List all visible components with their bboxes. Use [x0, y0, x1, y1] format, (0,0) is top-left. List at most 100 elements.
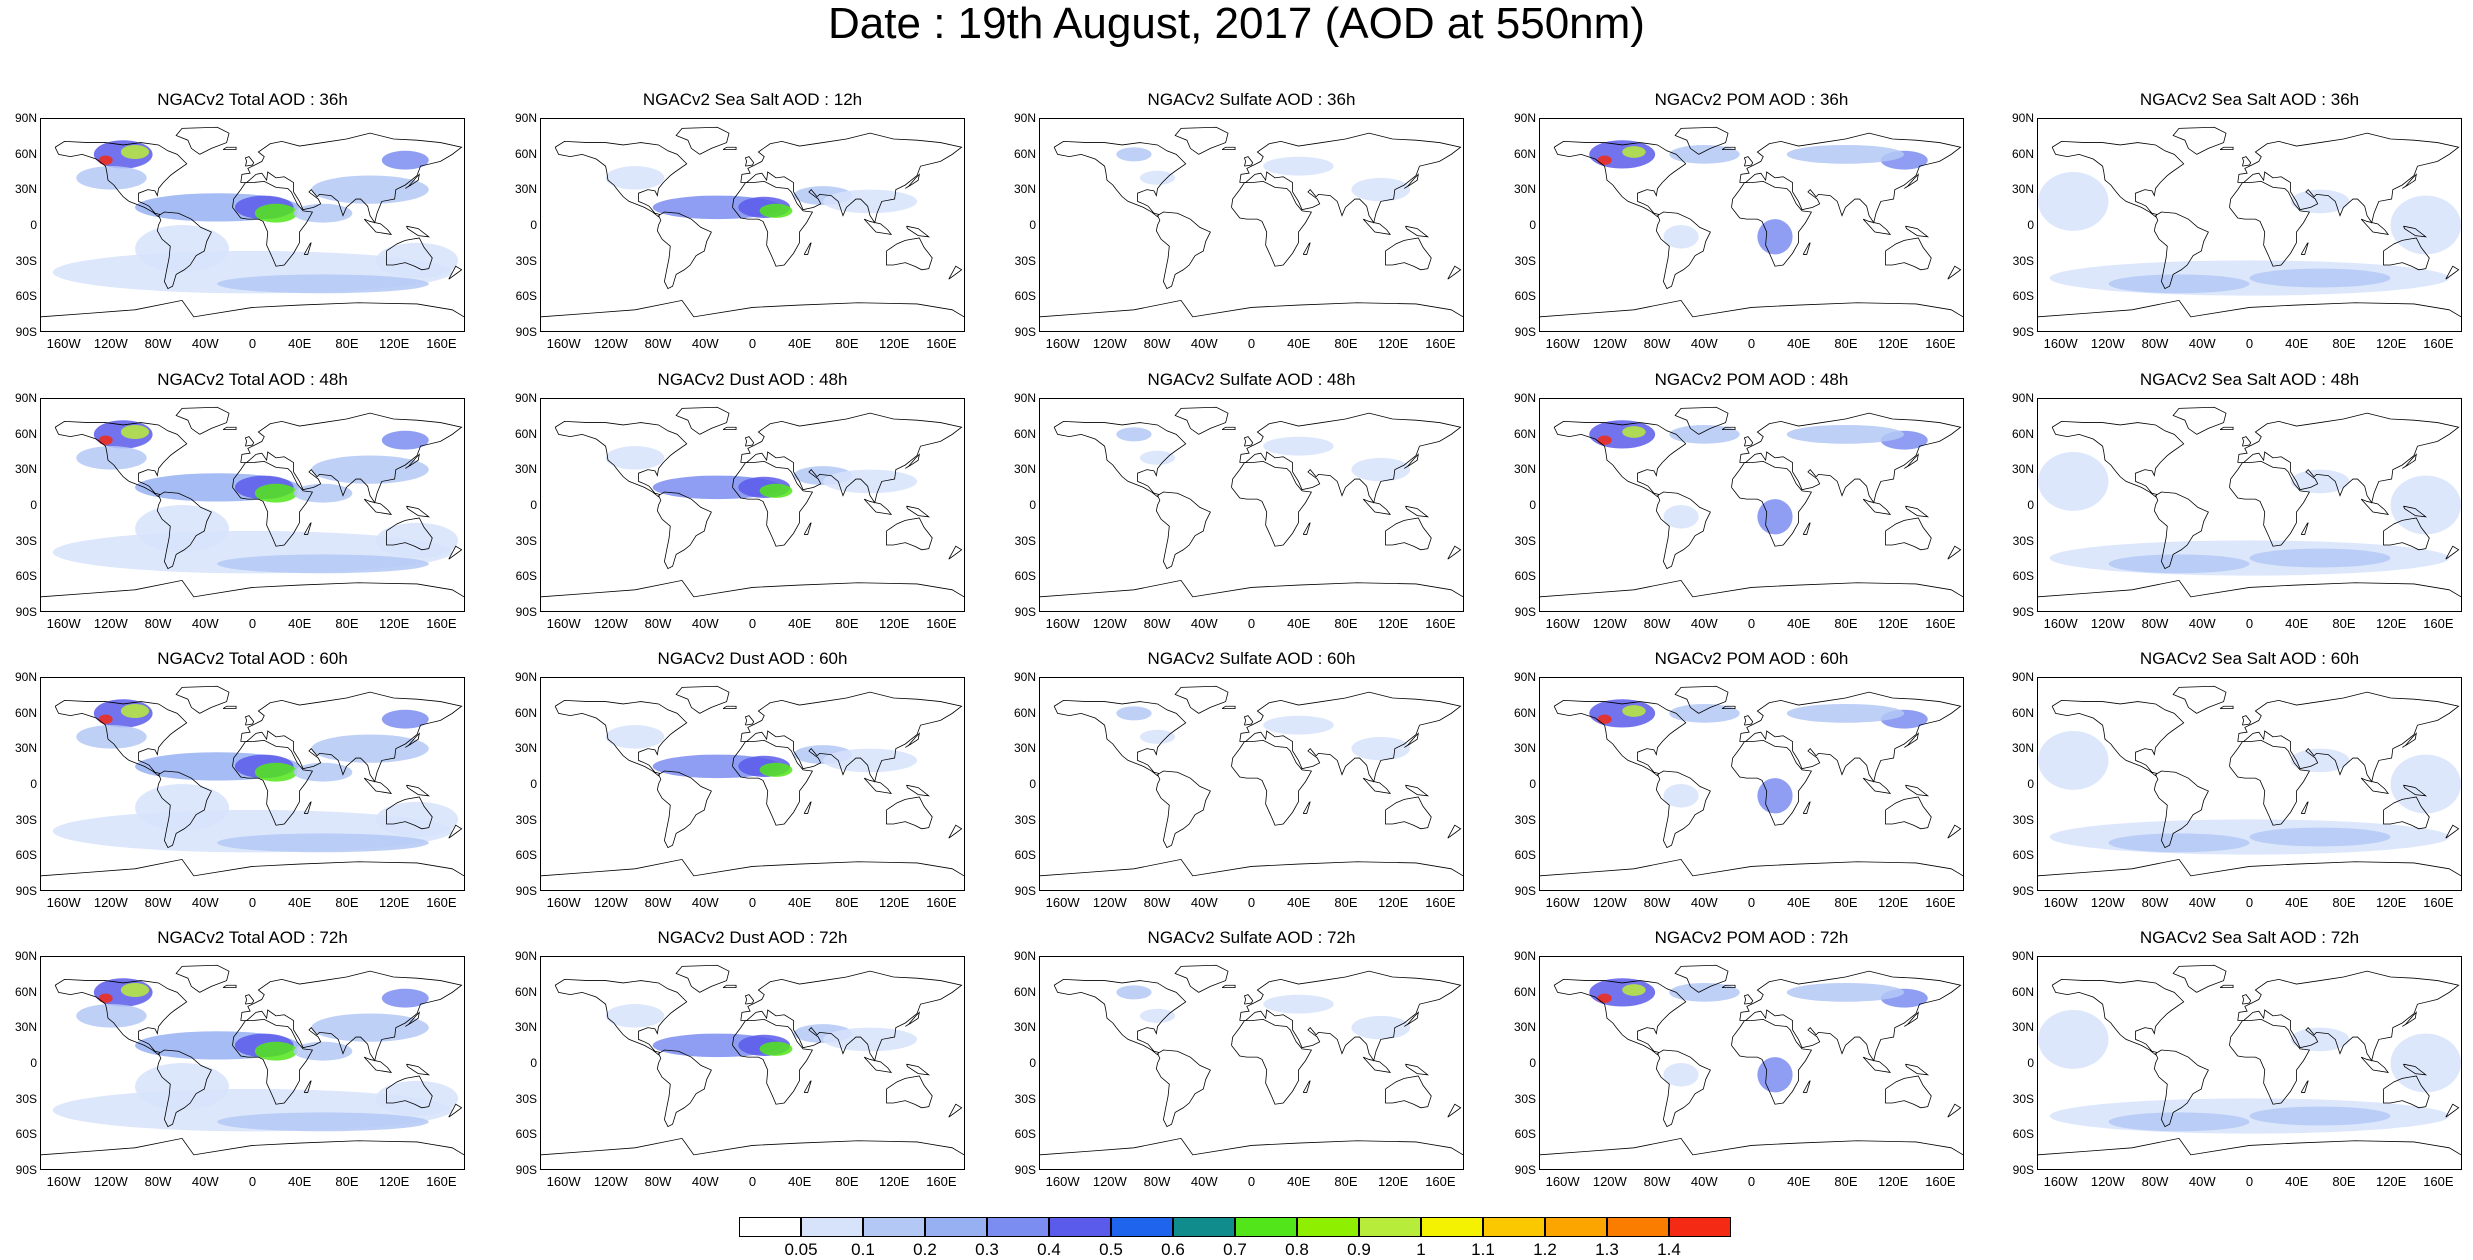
lat-tick-label: 60N [2011, 705, 2034, 720]
aod-plume [1116, 985, 1152, 1000]
colorbar-label: 0.3 [975, 1240, 999, 1259]
aod-map [1039, 398, 1464, 612]
lat-tick-label: 60S [15, 289, 37, 304]
aod-plume [1757, 1057, 1793, 1093]
coastline [405, 453, 420, 469]
lat-tick-label: 90S [1014, 884, 1036, 898]
aod-plume [1351, 736, 1411, 761]
coastline [1243, 715, 1254, 726]
aod-plume [1139, 170, 1176, 185]
lat-tick-label: 30S [2012, 812, 2034, 827]
lat-tick-label: 30S [515, 533, 537, 548]
lon-tick-label: 40E [1787, 895, 1811, 910]
lon-tick-label: 80E [835, 1174, 859, 1189]
coastline [1947, 824, 1962, 839]
coastline [541, 299, 964, 318]
coastline [906, 1063, 931, 1076]
lon-tick-label: 80E [1334, 616, 1358, 631]
map-panel: NGACv2 Sea Salt AOD : 36h 90N 60N 30N 0 30S 60… [1997, 0, 2473, 350]
aod-map [2037, 956, 2462, 1170]
coastline [1905, 784, 1930, 797]
aod-plume [605, 446, 665, 470]
coastline [541, 858, 964, 877]
lon-tick-label: 80W [644, 616, 672, 631]
coastline [1862, 777, 1892, 794]
lat-tick-label: 30N [514, 1020, 537, 1035]
coastline [675, 406, 730, 435]
coastline [2300, 801, 2309, 814]
lon-tick-label: 40W [1190, 616, 1218, 631]
lon-tick-label: 120W [593, 616, 628, 631]
coastline [1674, 406, 1729, 435]
colorbar-cell [1173, 1217, 1235, 1237]
coastline [1905, 505, 1930, 518]
coastline [405, 732, 420, 748]
aod-plume [76, 1004, 147, 1028]
map-panel: NGACv2 Dust AOD : 48h 90N 60N 30N 0 30S 60S 90S… [500, 280, 1000, 630]
coastline [554, 699, 688, 777]
lon-tick-label: 40W [1190, 1174, 1218, 1189]
lon-tick-label: 160W [1045, 336, 1080, 351]
coastline [2402, 732, 2417, 748]
colorbar-label: 0.6 [1161, 1240, 1185, 1259]
aod-plume [120, 424, 150, 440]
aod-plume [217, 833, 429, 853]
panel-title: NGACv2 Total AOD : 36h [157, 90, 348, 109]
coastline [1302, 242, 1311, 255]
lat-tick-label: 30S [1014, 533, 1036, 548]
lon-tick-label: 160E [1925, 616, 1956, 631]
coastline [863, 498, 893, 515]
lon-tick-label: 40E [1787, 1174, 1811, 1189]
lat-tick-label: 60N [2011, 426, 2034, 441]
lat-tick-label: 90N [514, 949, 537, 963]
coastline [2360, 1056, 2390, 1073]
colorbar-cell [1359, 1217, 1421, 1237]
coastline [406, 784, 431, 797]
lon-tick-label: 120W [1092, 895, 1127, 910]
coastline [1947, 1103, 1962, 1118]
lon-tick-label: 120E [1377, 616, 1409, 631]
coastline [1540, 858, 1963, 877]
panel-title: NGACv2 POM AOD : 36h [1654, 90, 1849, 109]
lon-tick-label: 80E [335, 1174, 359, 1189]
coastline [2153, 211, 2209, 290]
lat-tick-label: 30N [2011, 462, 2034, 477]
lat-tick-label: 30S [1014, 1091, 1036, 1106]
lon-tick-label: 80W [1643, 1174, 1671, 1189]
aod-map [540, 677, 965, 891]
lon-tick-label: 80E [2332, 616, 2356, 631]
lon-tick-label: 120W [1592, 616, 1627, 631]
colorbar-cell [1049, 1217, 1111, 1237]
coastline [886, 517, 933, 551]
aod-plume [135, 784, 230, 832]
lat-tick-label: 90N [1513, 111, 1536, 125]
panel-title: NGACv2 POM AOD : 60h [1654, 649, 1849, 668]
lat-tick-label: 30S [1014, 253, 1036, 268]
lat-tick-label: 60N [14, 146, 37, 161]
lon-tick-label: 160W [2043, 336, 2078, 351]
coastline [1385, 517, 1432, 551]
aod-map [40, 398, 465, 612]
lat-tick-label: 90S [515, 1163, 537, 1177]
lat-tick-label: 60S [1014, 1127, 1036, 1142]
aod-plume [311, 175, 429, 204]
aod-plume [1669, 144, 1740, 164]
coastline [744, 436, 755, 447]
lon-tick-label: 120W [93, 1174, 128, 1189]
colorbar-label: 0.7 [1223, 1240, 1247, 1259]
lon-tick-label: 40E [1787, 336, 1811, 351]
coastline [722, 146, 737, 151]
coastline [1405, 1063, 1430, 1076]
coastline [1674, 685, 1729, 714]
lat-tick-label: 60S [2012, 1127, 2034, 1142]
aod-plume [1669, 424, 1740, 444]
coastline [1231, 181, 1313, 267]
coastline [1904, 173, 1919, 189]
lon-tick-label: 80W [144, 616, 172, 631]
coastline [656, 1049, 712, 1128]
coastline [1743, 715, 1754, 726]
coastline [1885, 237, 1932, 271]
lat-tick-label: 90N [1013, 391, 1036, 405]
lon-tick-label: 160W [1545, 895, 1580, 910]
coastline [656, 211, 712, 290]
